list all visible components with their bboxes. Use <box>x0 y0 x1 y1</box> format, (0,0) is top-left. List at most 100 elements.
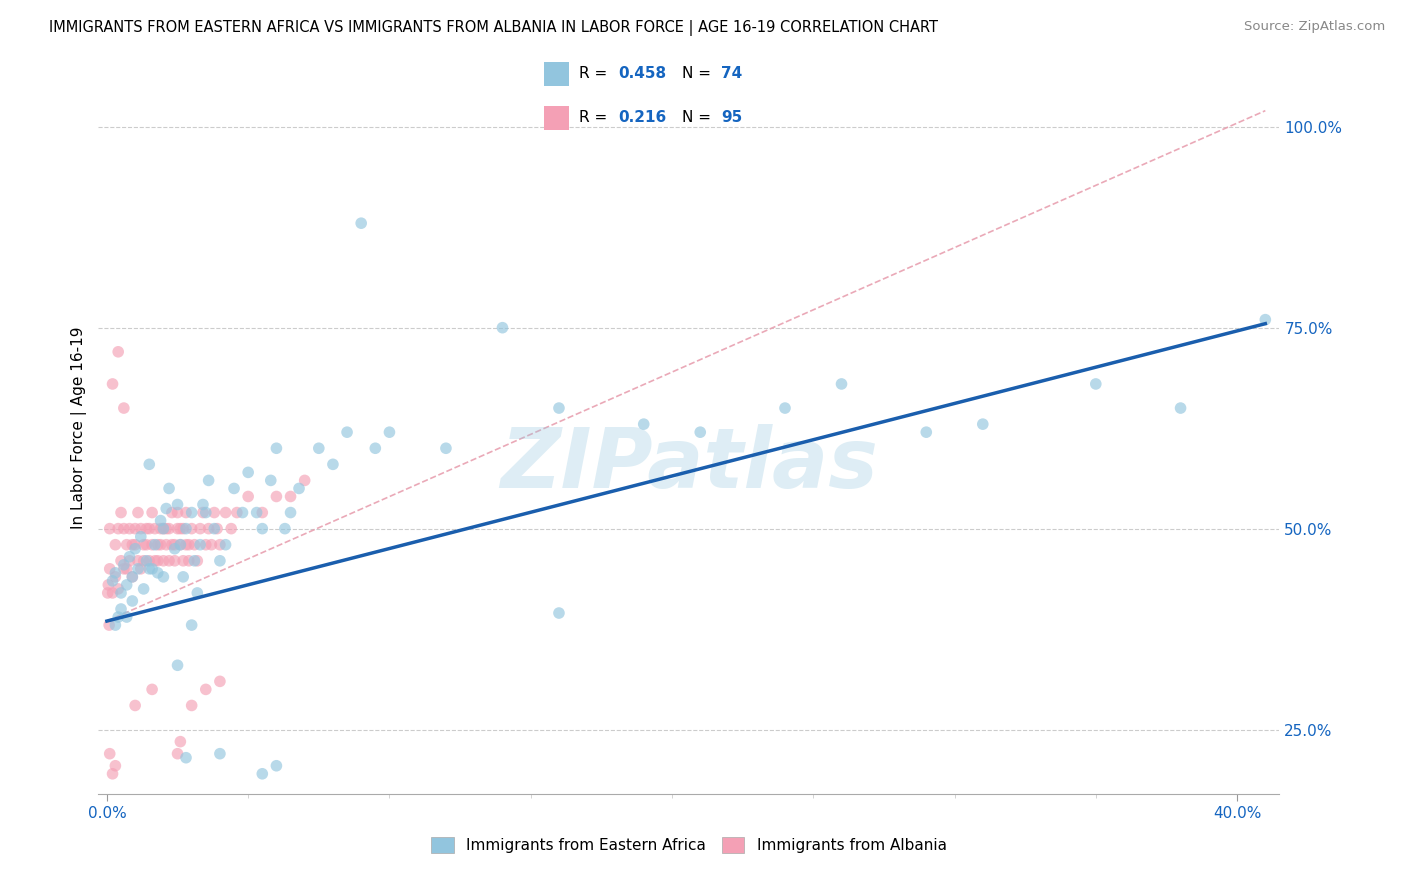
Point <box>157 482 180 496</box>
Point <box>124 522 146 536</box>
Point <box>177 538 200 552</box>
Text: N =: N = <box>682 66 716 81</box>
Point <box>132 582 155 596</box>
Point <box>169 522 191 536</box>
Point <box>166 658 188 673</box>
Point <box>188 522 211 536</box>
Point <box>121 570 143 584</box>
Point <box>141 682 163 697</box>
Point <box>166 522 188 536</box>
Point <box>183 554 205 568</box>
Point <box>98 618 121 632</box>
Point <box>194 538 217 552</box>
Point <box>141 538 163 552</box>
Point <box>548 606 571 620</box>
Point <box>208 674 231 689</box>
Text: Source: ZipAtlas.com: Source: ZipAtlas.com <box>1244 20 1385 33</box>
Point <box>157 522 180 536</box>
Point <box>915 425 938 440</box>
Point <box>138 554 160 568</box>
Point <box>166 747 188 761</box>
Point <box>112 401 135 415</box>
Point <box>143 538 166 552</box>
Point <box>143 522 166 536</box>
Point <box>174 522 197 536</box>
Point <box>252 522 274 536</box>
Point <box>146 554 169 568</box>
Point <box>266 490 288 504</box>
Point <box>208 538 231 552</box>
Point <box>155 501 177 516</box>
Point <box>294 474 316 488</box>
Point <box>180 506 202 520</box>
Y-axis label: In Labor Force | Age 16-19: In Labor Force | Age 16-19 <box>72 326 87 530</box>
Point <box>491 320 513 334</box>
Point <box>180 698 202 713</box>
Point <box>831 376 853 391</box>
Text: 0.458: 0.458 <box>619 66 666 81</box>
Point <box>107 344 129 359</box>
Point <box>124 538 146 552</box>
Point <box>172 522 194 536</box>
Point <box>183 538 205 552</box>
Point <box>172 554 194 568</box>
Point <box>98 747 121 761</box>
Point <box>194 506 217 520</box>
Point <box>336 425 359 440</box>
Point <box>160 506 183 520</box>
Point <box>1084 376 1107 391</box>
Point <box>112 558 135 572</box>
Point <box>121 538 143 552</box>
Point <box>308 442 330 456</box>
Point <box>208 554 231 568</box>
Point <box>197 522 219 536</box>
Point <box>163 541 186 556</box>
Point <box>689 425 711 440</box>
Point <box>186 554 208 568</box>
Point <box>214 506 236 520</box>
Point <box>138 562 160 576</box>
Point <box>378 425 401 440</box>
Point <box>202 506 225 520</box>
Point <box>238 490 260 504</box>
Point <box>129 530 152 544</box>
Point <box>107 522 129 536</box>
Point <box>112 522 135 536</box>
Point <box>200 538 222 552</box>
Point <box>110 586 132 600</box>
Point <box>434 442 457 456</box>
Point <box>169 538 191 552</box>
Point <box>141 562 163 576</box>
Point <box>350 216 373 230</box>
Point <box>115 562 138 576</box>
Point <box>174 506 197 520</box>
Point <box>121 594 143 608</box>
Point <box>169 538 191 552</box>
Point <box>112 562 135 576</box>
Point <box>101 376 124 391</box>
Point <box>155 522 177 536</box>
Point <box>172 570 194 584</box>
FancyBboxPatch shape <box>544 106 568 130</box>
Point <box>260 474 283 488</box>
Point <box>118 522 141 536</box>
Point <box>97 578 120 592</box>
Point <box>197 474 219 488</box>
Point <box>163 538 186 552</box>
Legend: Immigrants from Eastern Africa, Immigrants from Albania: Immigrants from Eastern Africa, Immigran… <box>425 831 953 859</box>
Point <box>104 538 127 552</box>
Point <box>115 538 138 552</box>
Point <box>104 618 127 632</box>
Point <box>104 570 127 584</box>
Point <box>143 554 166 568</box>
Point <box>124 698 146 713</box>
Point <box>166 498 188 512</box>
Point <box>149 522 172 536</box>
Point <box>101 586 124 600</box>
Text: R =: R = <box>579 111 612 126</box>
Point <box>266 442 288 456</box>
Point <box>246 506 269 520</box>
Point <box>188 538 211 552</box>
Point <box>152 554 174 568</box>
Point <box>1254 312 1277 326</box>
